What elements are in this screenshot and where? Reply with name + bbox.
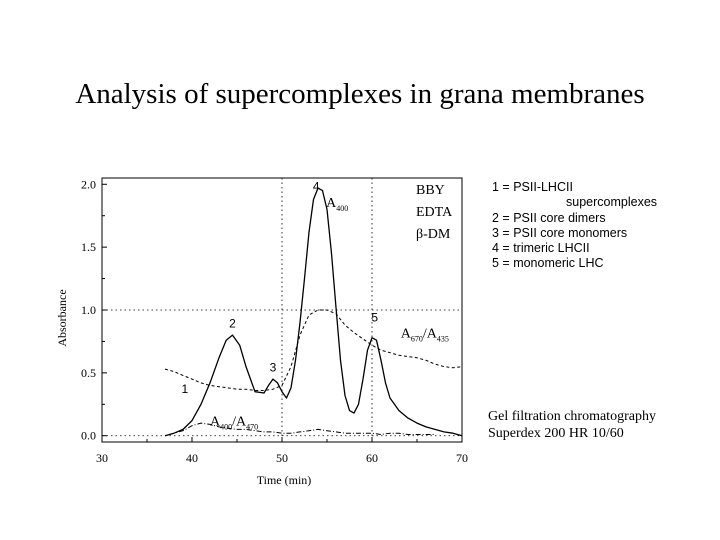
buffer-label: EDTA — [416, 205, 453, 220]
peak-label-2: 2 — [229, 317, 236, 331]
legend-item-4: 4 = trimeric LHCII — [492, 241, 590, 256]
legend-item-1-cont: supercomplexes — [566, 195, 658, 210]
method-line-2: Superdex 200 HR 10/60 — [488, 426, 624, 441]
peak-label-5: 5 — [371, 310, 378, 324]
method-line-1: Gel filtration chromatography — [488, 409, 656, 424]
method-note: Gel filtration chromatography Superdex 2… — [488, 408, 656, 442]
series-label-1: A400 — [326, 196, 348, 213]
y-tick-label: 2.0 — [81, 177, 96, 191]
peak-legend: 1 = PSII-LHCII supercomplexes 2 = PSII c… — [492, 180, 657, 272]
peak-label-3: 3 — [270, 361, 277, 375]
legend-item-3: 3 = PSII core monomers — [492, 225, 628, 240]
series-line-2 — [164, 309, 463, 391]
x-tick-label: 30 — [96, 451, 108, 465]
x-tick-label: 50 — [276, 451, 288, 465]
y-axis-title: Absorbance — [55, 289, 69, 346]
y-tick-label: 0.0 — [81, 429, 96, 443]
axis-ticks: 30 40 50 60 70 0.0 0.5 1.0 1.5 2.0 — [81, 177, 468, 465]
x-tick-label: 60 — [366, 451, 378, 465]
series-layer — [164, 187, 463, 437]
peak-label-1: 1 — [181, 382, 188, 396]
y-tick-label: 0.5 — [81, 366, 96, 380]
dotted-guides — [102, 178, 462, 442]
legend-item-1: 1 = PSII-LHCII — [492, 180, 573, 194]
series-label-2: A670/A435 — [401, 327, 449, 344]
legend-item-5: 5 = monomeric LHC — [492, 256, 604, 271]
series-line-3 — [169, 422, 435, 435]
x-tick-label: 40 — [186, 451, 198, 465]
slide-title: Analysis of supercomplexes in grana memb… — [75, 78, 645, 110]
series-line-1 — [164, 187, 463, 437]
buffer-label: β-DM — [416, 227, 451, 242]
buffer-label: BBY — [416, 183, 445, 198]
peak-label-4: 4 — [313, 180, 320, 194]
y-tick-label: 1.0 — [81, 303, 96, 317]
x-axis-title: Time (min) — [257, 473, 312, 487]
series-label-3: A400/A470 — [210, 415, 258, 432]
x-tick-label: 70 — [456, 451, 468, 465]
legend-item-2: 2 = PSII core dimers — [492, 210, 606, 225]
y-tick-label: 1.5 — [81, 240, 96, 254]
chart-labels: A400 A670/A435 A400/A470 1 2 3 4 5 BBY EDTA β-DM — [181, 180, 453, 432]
